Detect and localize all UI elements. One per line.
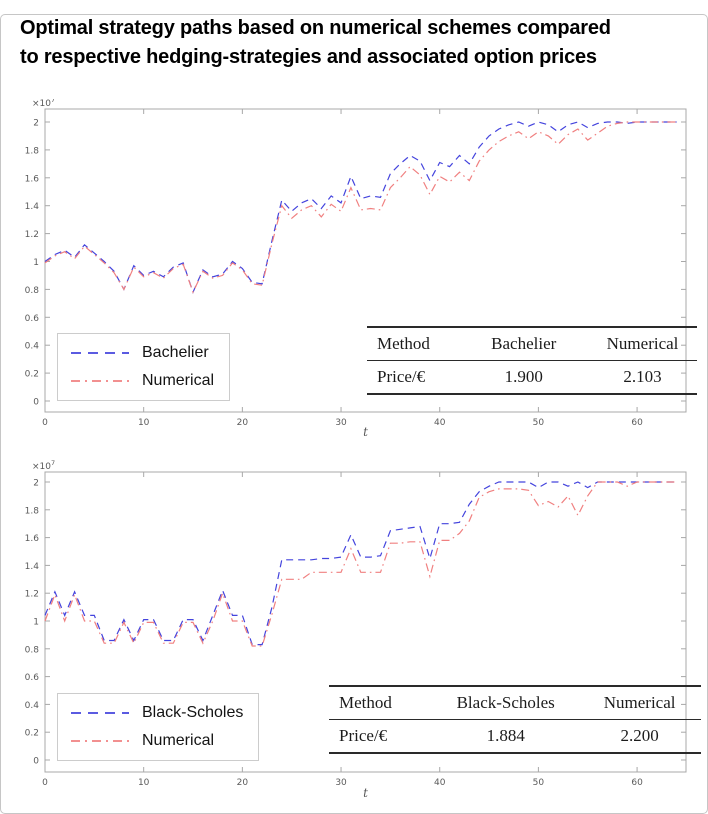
x-axis-label: t <box>363 425 368 439</box>
legend-item-numerical: Numerical <box>71 372 214 390</box>
x-tick-label: 30 <box>335 418 347 428</box>
table-row-price: Price/€ 1.884 2.200 <box>329 720 701 754</box>
x-tick-label: 40 <box>434 418 446 428</box>
y-tick-label: 1 <box>33 258 39 268</box>
blue-dashed-line-sample <box>71 712 129 714</box>
series-numerical <box>44 481 677 647</box>
legend-label: Numerical <box>142 372 215 389</box>
y-tick-label: 0.8 <box>25 286 40 296</box>
y-tick-label: 0.2 <box>25 729 39 739</box>
x-axis-label: t <box>363 786 368 800</box>
figure-title: Optimal strategy paths based on numerica… <box>20 14 688 72</box>
y-tick-label: 1.2 <box>25 230 39 240</box>
numerical-price-value: 2.200 <box>620 726 659 745</box>
table-header-numerical: Numerical <box>606 334 679 353</box>
y-tick-label: 0.4 <box>25 342 40 352</box>
figure-title-line2: to respective hedging-strategies and ass… <box>20 46 597 68</box>
bachelier-price-table: Method Bachelier Numerical Price/€ 1.900… <box>367 326 697 395</box>
plot-box <box>44 108 687 413</box>
legend-label: Numerical <box>142 732 215 749</box>
legend-item-numerical: Numerical <box>71 732 243 750</box>
series-numerical <box>44 121 677 294</box>
tick-marks <box>44 472 686 772</box>
x-tick-label: 0 <box>42 418 48 428</box>
x-tick-label: 30 <box>335 778 347 788</box>
legend-label: Bachelier <box>142 344 209 361</box>
y-tick-label: 2 <box>33 479 39 489</box>
tick-labels: 0 10 20 30 40 50 60 0 0.2 0.4 0.6 0.8 1 1.2 1.4 1.6 1.8 2 <box>25 119 643 429</box>
x-tick-label: 10 <box>138 418 150 428</box>
y-tick-label: 1.2 <box>25 590 39 600</box>
table-header-method: Method <box>339 693 392 712</box>
bachelier-plot-area: 0 10 20 30 40 50 60 0 0.2 0.4 0.6 0.8 1 1.2 1.4 1.6 1.8 2… <box>25 99 687 439</box>
y-tick-label: 0.6 <box>25 314 40 324</box>
chart-bachelier: 0 10 20 30 40 50 60 0 0.2 0.4 0.6 0.8 1 1.2 1.4 1.6 1.8 2… <box>0 99 708 449</box>
y-tick-label: 0.2 <box>25 370 39 380</box>
y-tick-label: 0 <box>33 398 39 408</box>
y-tick-label: 1.4 <box>25 202 40 212</box>
y-tick-label: 0.4 <box>25 701 40 711</box>
price-label: Price/€ <box>339 726 388 745</box>
black-scholes-legend: Black-Scholes Numerical <box>57 693 260 761</box>
legend-item-bachelier: Bachelier <box>71 344 214 362</box>
tick-labels: 0 10 20 30 40 50 60 0 0.2 0.4 0.6 0.8 1 1.2 1.4 1.6 1.8 2 <box>25 479 643 789</box>
blue-dashed-line-sample <box>71 352 129 354</box>
y-tick-label: 1.6 <box>25 174 40 184</box>
table-header-bachelier: Bachelier <box>491 334 557 353</box>
series-bachelier <box>44 121 677 294</box>
y-tick-label: 1.8 <box>25 506 40 516</box>
table-header-numerical: Numerical <box>603 693 676 712</box>
price-label: Price/€ <box>377 367 426 386</box>
x-tick-label: 20 <box>237 418 249 428</box>
y-tick-label: 2 <box>33 119 39 129</box>
black-scholes-plot-area: 0 10 20 30 40 50 60 0 0.2 0.4 0.6 0.8 1 1.2 1.4 1.6 1.8 2… <box>25 459 687 800</box>
y-tick-label: 1 <box>33 618 39 628</box>
x-tick-label: 60 <box>631 418 643 428</box>
table-header-row: Method Bachelier Numerical <box>367 327 697 361</box>
legend-item-black-scholes: Black-Scholes <box>71 704 243 722</box>
x-tick-label: 50 <box>533 418 545 428</box>
legend-label: Black-Scholes <box>142 704 244 721</box>
x-tick-label: 40 <box>434 778 446 788</box>
y-tick-label: 1.8 <box>25 146 40 156</box>
table-header-method: Method <box>377 334 430 353</box>
red-dashdot-line-sample <box>71 740 129 742</box>
red-dashdot-line-sample <box>71 380 129 382</box>
y-axis-scale-label: ×107 <box>32 459 55 472</box>
y-tick-label: 1.6 <box>25 534 40 544</box>
black-scholes-price-table: Method Black-Scholes Numerical Price/€ 1… <box>329 685 701 754</box>
y-axis-scale-label: ×107 <box>32 99 55 109</box>
y-tick-label: 0 <box>33 757 39 767</box>
table-header-black-scholes: Black-Scholes <box>456 693 555 712</box>
y-tick-label: 0.8 <box>25 645 40 655</box>
x-tick-label: 10 <box>138 778 150 788</box>
table-header-row: Method Black-Scholes Numerical <box>329 686 701 720</box>
tick-marks <box>44 109 686 412</box>
y-tick-label: 1.4 <box>25 562 40 572</box>
bachelier-price-value: 1.900 <box>504 367 543 386</box>
black-scholes-price-value: 1.884 <box>486 726 525 745</box>
plot-box <box>44 471 687 773</box>
x-tick-label: 0 <box>42 778 48 788</box>
x-tick-label: 20 <box>237 778 249 788</box>
y-tick-label: 0.6 <box>25 673 40 683</box>
x-tick-label: 60 <box>631 778 643 788</box>
table-row-price: Price/€ 1.900 2.103 <box>367 361 697 395</box>
figure-title-line1: Optimal strategy paths based on numerica… <box>20 17 611 39</box>
x-tick-label: 50 <box>533 778 545 788</box>
bachelier-legend: Bachelier Numerical <box>57 333 231 401</box>
chart-black-scholes: 0 10 20 30 40 50 60 0 0.2 0.4 0.6 0.8 1 1.2 1.4 1.6 1.8 2… <box>0 452 708 814</box>
numerical-price-value: 2.103 <box>623 367 662 386</box>
